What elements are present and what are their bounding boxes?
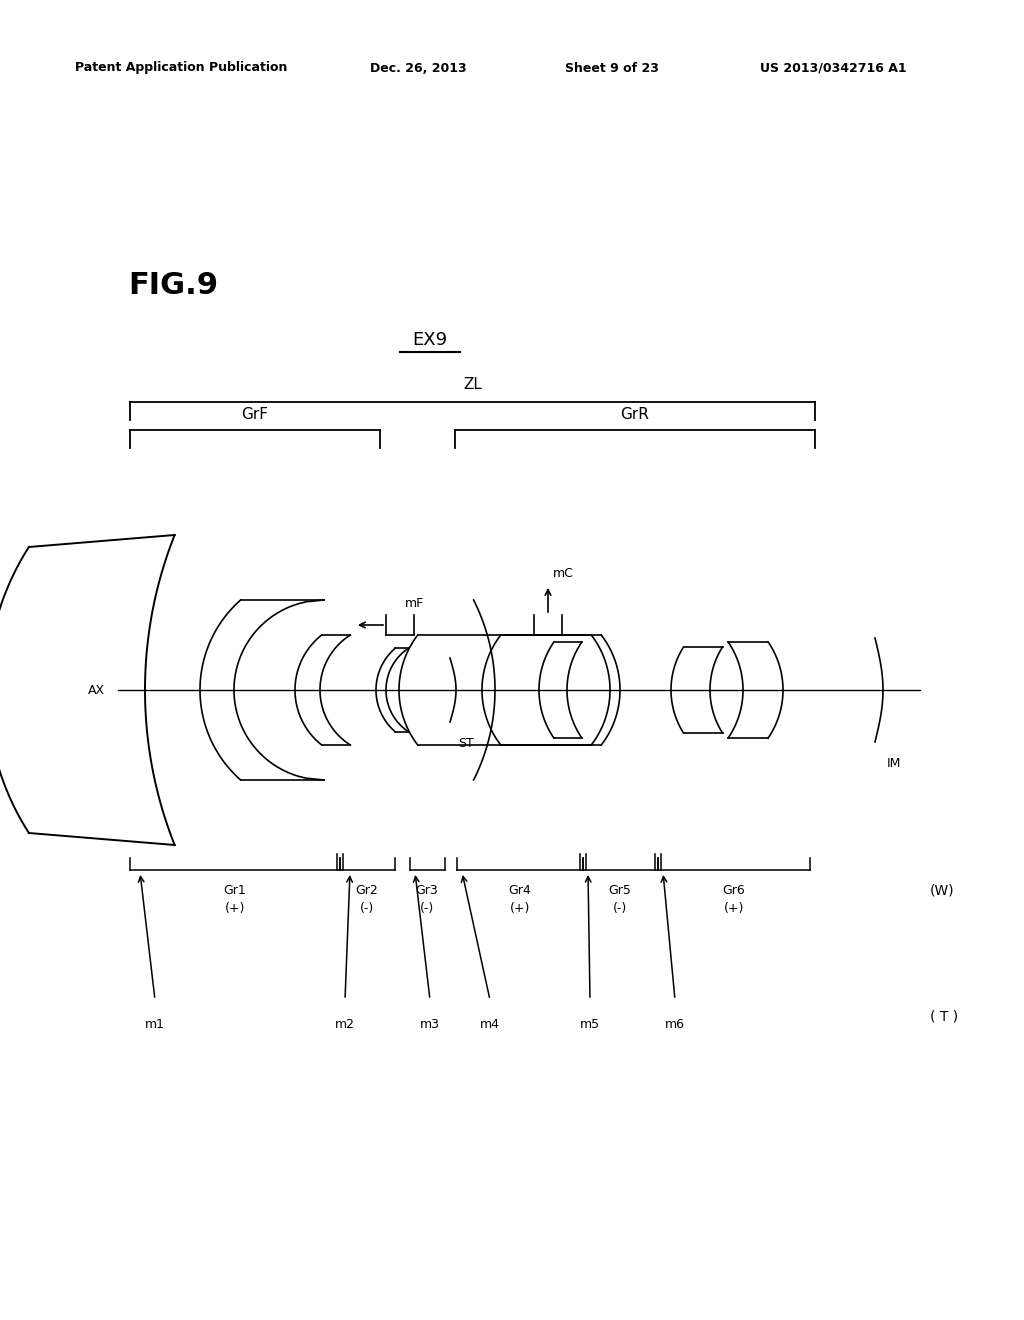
Text: Gr6: Gr6 <box>723 884 745 898</box>
Text: Patent Application Publication: Patent Application Publication <box>75 62 288 74</box>
Text: (+): (+) <box>510 902 530 915</box>
Text: (-): (-) <box>359 902 374 915</box>
Text: m3: m3 <box>420 1018 440 1031</box>
Text: (-): (-) <box>613 902 627 915</box>
Text: GrF: GrF <box>242 407 268 422</box>
Text: mC: mC <box>553 568 573 579</box>
Text: Dec. 26, 2013: Dec. 26, 2013 <box>370 62 467 74</box>
Text: Gr4: Gr4 <box>509 884 531 898</box>
Text: Gr3: Gr3 <box>416 884 438 898</box>
Text: m2: m2 <box>335 1018 355 1031</box>
Text: (-): (-) <box>420 902 434 915</box>
Text: Gr5: Gr5 <box>608 884 632 898</box>
Text: US 2013/0342716 A1: US 2013/0342716 A1 <box>760 62 906 74</box>
Text: m5: m5 <box>580 1018 600 1031</box>
Text: GrR: GrR <box>621 407 649 422</box>
Text: FIG.9: FIG.9 <box>128 271 218 300</box>
Text: m6: m6 <box>665 1018 685 1031</box>
Text: AX: AX <box>88 684 105 697</box>
Text: Sheet 9 of 23: Sheet 9 of 23 <box>565 62 658 74</box>
Text: (W): (W) <box>930 884 954 898</box>
Text: m4: m4 <box>480 1018 500 1031</box>
Text: (+): (+) <box>724 902 744 915</box>
Text: ( T ): ( T ) <box>930 1010 958 1024</box>
Text: (+): (+) <box>225 902 245 915</box>
Text: IM: IM <box>887 756 901 770</box>
Text: EX9: EX9 <box>413 331 447 348</box>
Text: ST: ST <box>458 737 474 750</box>
Text: Gr1: Gr1 <box>223 884 247 898</box>
Text: mF: mF <box>406 597 424 610</box>
Text: Gr2: Gr2 <box>355 884 379 898</box>
Text: m1: m1 <box>145 1018 165 1031</box>
Text: ZL: ZL <box>463 378 482 392</box>
